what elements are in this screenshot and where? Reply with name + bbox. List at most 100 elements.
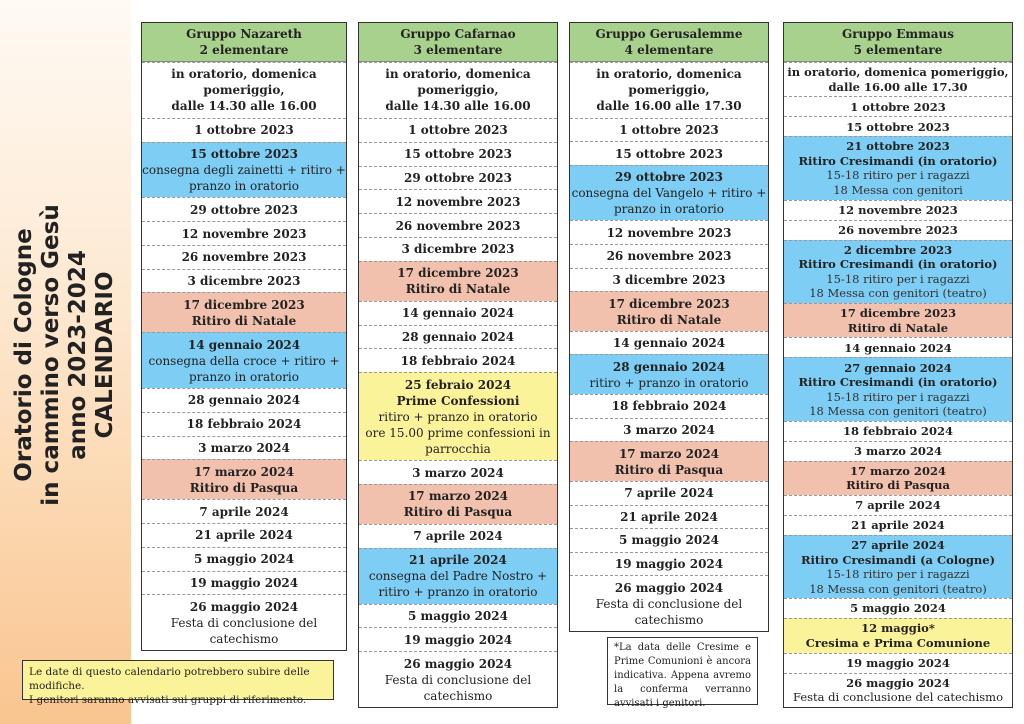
group-grade: 3 elementare (413, 43, 503, 57)
entry-date: 17 marzo 2024 (407, 489, 509, 504)
schedule-info: in oratorio, domenica pomeriggio, dalle 14… (142, 62, 346, 118)
calendar-entry: 21 aprile 2024 (142, 522, 346, 547)
entry-date: 21 ottobre 2023 (846, 139, 950, 154)
calendar-entry: 12 novembre 2023 (784, 199, 1012, 220)
calendar-entry: 14 gennaio 2024 (359, 300, 557, 325)
entry-detail: pomeriggio, (203, 83, 285, 98)
calendar-entry: 26 maggio 2024 Festa di conclusione del ca… (359, 651, 557, 708)
banner-title: Oratorio di Cologne in cammino verso Ges… (11, 204, 119, 505)
entry-date: 12 maggio* (861, 621, 935, 636)
calendar-entry: 15 ottobre 2023 consegna degli zainetti +… (142, 141, 346, 198)
group-column-cafarnao: Gruppo Cafarnao 3 elementare in oratorio, … (358, 22, 558, 708)
entry-date: 14 gennaio 2024 (844, 340, 952, 355)
entry-date: 17 dicembre 2023 (839, 306, 957, 321)
calendar-entry: 3 marzo 2024 (359, 460, 557, 484)
entry-event: Ritiro di Pasqua (403, 505, 513, 520)
entry-date: 21 aprile 2024 (851, 518, 945, 533)
calendar-entry: 5 maggio 2024 (784, 598, 1012, 619)
entry-date: 26 maggio 2024 (846, 675, 950, 690)
entry-date: 12 novembre 2023 (838, 202, 958, 217)
entry-detail: dalle 14.30 alle 16.00 (385, 99, 531, 114)
calendar-entry: 26 maggio 2024 Festa di conclusione del ca… (570, 575, 768, 631)
entry-event: Ritiro Cresimandi (a Cologne) (800, 552, 996, 567)
group-name: Gruppo Emmaus (841, 27, 955, 41)
entry-detail: in oratorio, domenica (171, 67, 317, 82)
entry-event: Ritiro di Natale (191, 313, 297, 328)
entry-detail: parrocchia (425, 441, 491, 456)
calendar-entry: 14 gennaio 2024 (570, 330, 768, 355)
calendar-entry: 1 ottobre 2023 (359, 117, 557, 142)
entry-event: Prime Confessioni (396, 393, 520, 408)
calendar-entry: 27 gennaio 2024 Ritiro Cresimandi (in ora… (784, 357, 1012, 421)
entry-date: 27 gennaio 2024 (844, 360, 952, 375)
calendar-entry: 17 marzo 2024 Ritiro di Pasqua (142, 459, 346, 500)
entry-detail: Festa di conclusione del (595, 596, 743, 611)
group-name: Gruppo Cafarnao (400, 27, 516, 41)
group-grade: 4 elementare (624, 43, 714, 57)
entry-date: 15 ottobre 2023 (846, 119, 950, 134)
entry-detail: consegna del Padre Nostro + (368, 569, 548, 584)
calendar-entry: 28 gennaio 2024 ritiro + pranzo in orator… (570, 354, 768, 395)
entry-date: 26 maggio 2024 (614, 580, 724, 595)
entry-detail: 15-18 ritiro per i ragazzi (826, 271, 970, 286)
calendar-entry: 21 aprile 2024 consegna del Padre Nostro … (359, 547, 557, 604)
entry-date: 18 febbraio 2024 (611, 399, 727, 414)
entry-date: 26 novembre 2023 (606, 249, 732, 264)
entry-detail: consegna del Vangelo + ritiro + (571, 186, 767, 201)
disclaimer-note: Le date di questo calendario potrebbero … (22, 660, 334, 706)
schedule-info: in oratorio, domenica pomeriggio, dalle 16… (570, 62, 768, 118)
calendar-entry: 15 ottobre 2023 (784, 116, 1012, 137)
banner-line: anno 2023-2024 (65, 250, 91, 460)
calendar-entry: 21 ottobre 2023 Ritiro Cresimandi (in ora… (784, 136, 1012, 200)
entry-detail: Festa di conclusione del (384, 672, 532, 687)
entry-detail: in oratorio, domenica pomeriggio, (787, 65, 1009, 80)
calendar-entry: 28 gennaio 2024 (359, 324, 557, 349)
entry-detail: ritiro + pranzo in oratorio (378, 585, 538, 600)
entry-date: 18 febbraio 2024 (400, 353, 516, 368)
entry-date: 25 febraio 2024 (404, 377, 512, 392)
entry-detail: ritiro + pranzo in oratorio (589, 375, 749, 390)
entry-date: 28 gennaio 2024 (401, 330, 515, 345)
calendar-entry: 5 maggio 2024 (359, 603, 557, 628)
calendar-entry: 17 dicembre 2023 Ritiro di Natale (570, 291, 768, 331)
entry-date: 21 aprile 2024 (620, 509, 718, 524)
calendar-entry: 29 ottobre 2023 (359, 165, 557, 190)
calendar-entry: 3 dicembre 2023 (359, 237, 557, 261)
entry-date: 14 gennaio 2024 (187, 337, 301, 352)
entry-detail: dalle 16.00 alle 17.30 (596, 99, 742, 114)
entry-date: 27 aprile 2024 (851, 538, 945, 553)
entry-date: 5 maggio 2024 (850, 601, 946, 616)
group-header: Gruppo Cafarnao 3 elementare (359, 23, 557, 62)
calendar-entry: 17 marzo 2024 Ritiro di Pasqua (570, 441, 768, 481)
entry-detail: 15-18 ritiro per i ragazzi (826, 389, 970, 404)
calendar-entry: 5 maggio 2024 (570, 528, 768, 552)
calendar-entry: 12 novembre 2023 (359, 189, 557, 214)
calendar-entry: 1 ottobre 2023 (570, 117, 768, 142)
entry-event: Ritiro di Pasqua (614, 462, 724, 477)
title-banner: Oratorio di Cologne in cammino verso Ges… (0, 0, 131, 724)
entry-detail: catechismo (423, 688, 493, 703)
calendar-entry: 12 novembre 2023 (570, 220, 768, 245)
calendar-entry: 18 febbraio 2024 (359, 348, 557, 373)
group-header: Gruppo Nazareth 2 elementare (142, 23, 346, 62)
cresima-note: *La data delle Cresime e Prime Comunioni… (607, 637, 758, 709)
calendar-entry: 15 ottobre 2023 (359, 141, 557, 166)
group-column-nazareth: Gruppo Nazareth 2 elementare in oratorio, … (141, 22, 347, 651)
entry-detail: 18 Messa con genitori (teatro) (809, 404, 987, 418)
calendar-entry: 19 maggio 2024 (359, 627, 557, 652)
calendar-entry: 17 marzo 2024 Ritiro di Pasqua (784, 460, 1012, 495)
entry-date: 5 maggio 2024 (408, 608, 508, 623)
entry-detail: 18 Messa con genitori (teatro) (809, 581, 987, 596)
calendar-entry: 27 aprile 2024 Ritiro Cresimandi (a Colog… (784, 534, 1012, 599)
entry-event: Ritiro di Pasqua (846, 478, 950, 493)
calendar-entry: 18 febbraio 2024 (784, 420, 1012, 441)
entry-event: Ritiro di Natale (847, 320, 949, 335)
entry-date: 3 marzo 2024 (412, 465, 504, 480)
group-name: Gruppo Nazareth (186, 27, 302, 41)
entry-date: 12 novembre 2023 (181, 226, 307, 241)
entry-detail: 18 Messa con genitori (833, 182, 963, 197)
calendar-entry: 3 dicembre 2023 (142, 268, 346, 293)
entry-date: 7 aprile 2024 (199, 504, 289, 519)
entry-date: 19 maggio 2024 (403, 632, 513, 647)
entry-date: 12 novembre 2023 (606, 225, 732, 240)
